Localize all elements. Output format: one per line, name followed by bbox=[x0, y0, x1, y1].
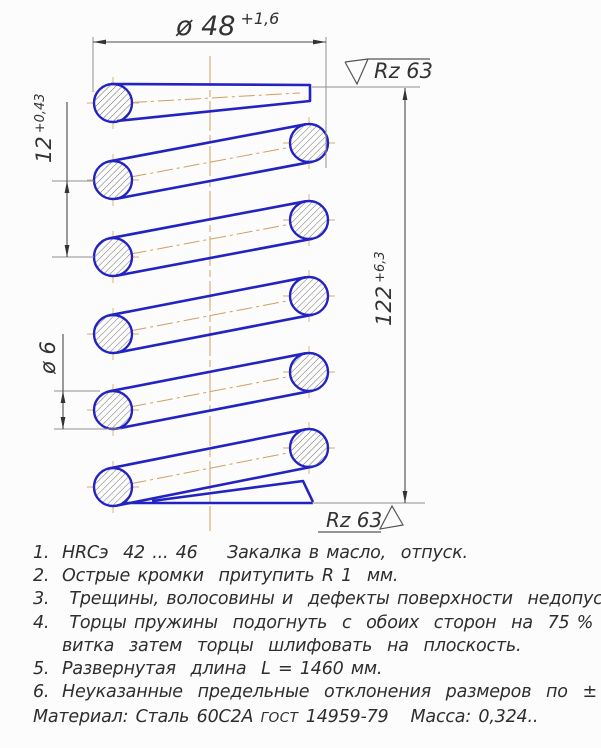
gost-label: ГОСТ bbox=[260, 710, 299, 727]
note-line-3: 3. Трещины, волосовины и дефекты поверхн… bbox=[33, 588, 601, 611]
top-end-coil bbox=[110, 82, 312, 123]
dim-pitch-label: 12 +0,43 bbox=[32, 93, 56, 163]
note-number bbox=[33, 635, 62, 658]
dim-outer-diameter-value: ø 48 bbox=[175, 11, 235, 42]
note-text: витка затем торцы шлифовать на плоскость… bbox=[62, 635, 522, 656]
note-number: 5. bbox=[33, 658, 50, 679]
roughness-top-icon bbox=[344, 58, 430, 86]
mass-text: Масса: 0,324.. bbox=[410, 707, 539, 728]
roughness-top-label: Rz 63 bbox=[374, 59, 433, 83]
note-number: 4. bbox=[33, 612, 50, 633]
roughness-bottom-label: Rz 63 bbox=[326, 508, 382, 532]
roughness-bottom-icon bbox=[318, 504, 404, 533]
note-text: Торцы пружины подогнуть с обоих сторон н… bbox=[69, 612, 594, 633]
note-text: HRCэ 42 ... 46 Закалка в масло, отпуск. bbox=[62, 543, 468, 563]
note-text: Развернутая длина L = 1460 мм. bbox=[62, 658, 383, 679]
note-number: 2. bbox=[33, 566, 50, 587]
dim-outer-diameter-tolerance: +1,6 bbox=[240, 9, 279, 28]
note-number: 3. bbox=[33, 589, 50, 610]
dim-free-length-label: 122 +6,3 bbox=[372, 251, 396, 326]
dim-free-length-value: 122 bbox=[372, 286, 396, 326]
bottom-end-coil bbox=[122, 479, 315, 505]
crosshairs-left bbox=[87, 77, 139, 513]
note-line-2: 2. Острые кромки притупить R 1 мм. bbox=[33, 565, 593, 588]
spring-drawing: ø 48 +1,6 12 +0,43 ø 6 122 +6,3 Rz 63 Rz 63 bbox=[32, 9, 433, 533]
dim-free-length-tolerance: +6,3 bbox=[373, 251, 388, 283]
dim-pitch-value: 12 bbox=[32, 136, 56, 163]
dim-wire-diameter-label: ø 6 bbox=[36, 341, 60, 375]
material-text: Материал: Сталь 60С2А bbox=[33, 707, 261, 728]
note-line-6: 6. Неуказанные предельные отклонения разм… bbox=[33, 681, 597, 704]
dim-pitch-tolerance: +0,43 bbox=[33, 93, 48, 133]
note-number: 6. bbox=[33, 682, 50, 703]
note-line-4-continued: витка затем торцы шлифовать на плоскость… bbox=[33, 635, 593, 658]
note-line-5: 5. Развернутая длина L = 1460 мм. bbox=[33, 658, 593, 681]
note-number: 1. bbox=[33, 543, 50, 563]
note-line-4: 4. Торцы пружины подогнуть с обоих сторо… bbox=[33, 612, 593, 635]
note-text: Острые кромки притупить R 1 мм. bbox=[62, 566, 399, 587]
note-text: Трещины, волосовины и дефекты поверхност… bbox=[62, 589, 601, 610]
gost-number: 14959-79 bbox=[298, 707, 411, 728]
wire-cross-sections bbox=[92, 82, 330, 508]
dimension-lines bbox=[60, 39, 408, 503]
extension-lines bbox=[52, 37, 425, 504]
material-line: Материал: Сталь 60С2А ГОСТ 14959-79 Масс… bbox=[33, 705, 593, 730]
coil-strands bbox=[109, 82, 315, 507]
note-line-1: 1. HRCэ 42 ... 46 Закалка в масло, отпуск… bbox=[33, 542, 593, 565]
note-text: Неуказанные предельные отклонения размер… bbox=[62, 682, 597, 703]
technical-notes: 1. HRCэ 42 ... 46 Закалка в масло, отпуск… bbox=[33, 542, 601, 730]
dim-outer-diameter-label: ø 48 +1,6 bbox=[175, 9, 279, 42]
